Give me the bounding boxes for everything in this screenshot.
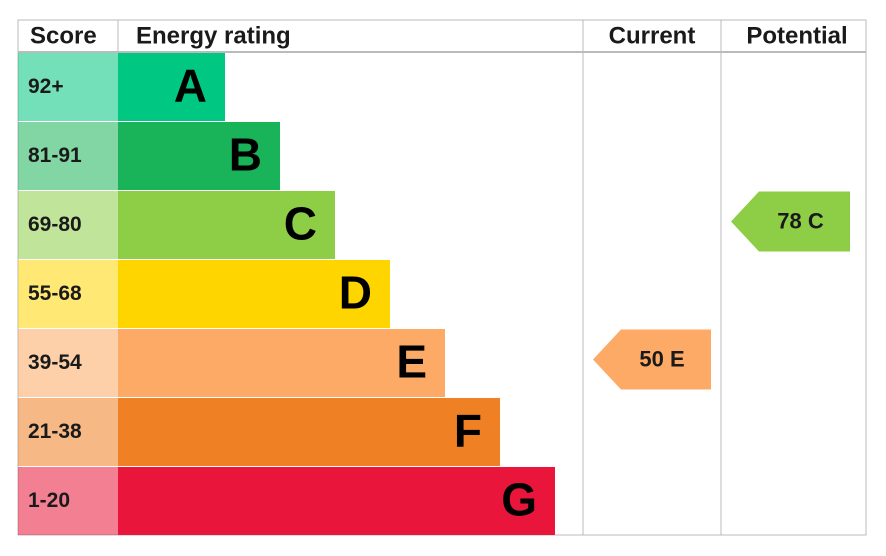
header-potential: Potential (746, 22, 847, 49)
band-bar (118, 191, 335, 259)
header-score: Score (30, 22, 97, 49)
band-score: 55-68 (28, 282, 82, 305)
band-bar (118, 467, 555, 535)
band-bar (118, 260, 390, 328)
potential-arrow (731, 191, 850, 252)
band-score: 21-38 (28, 420, 82, 443)
band-letter: C (284, 198, 317, 250)
band-bar (118, 329, 445, 397)
band-letter: G (501, 474, 537, 526)
score-cell (18, 467, 118, 535)
header-rating: Energy rating (136, 22, 291, 49)
band-score: 39-54 (28, 351, 82, 374)
band-score: 69-80 (28, 213, 82, 236)
band-bar (118, 53, 225, 121)
potential-rating: 78 C (777, 208, 824, 233)
band-score: 1-20 (28, 489, 70, 512)
band-score: 81-91 (28, 144, 82, 167)
band-score: 92+ (28, 75, 64, 98)
score-cell (18, 260, 118, 328)
band-letter: E (396, 336, 427, 388)
band-letter: F (454, 405, 482, 457)
score-cell (18, 329, 118, 397)
score-cell (18, 398, 118, 466)
score-cell (18, 53, 118, 121)
band-letter: A (174, 60, 207, 112)
band-bar (118, 122, 280, 190)
current-arrow (593, 329, 711, 390)
score-cell (18, 191, 118, 259)
band-letter: D (339, 267, 372, 319)
band-letter: B (229, 129, 262, 181)
band-bar (118, 398, 500, 466)
header-current: Current (609, 22, 696, 49)
current-rating: 50 E (639, 346, 684, 371)
score-cell (18, 122, 118, 190)
